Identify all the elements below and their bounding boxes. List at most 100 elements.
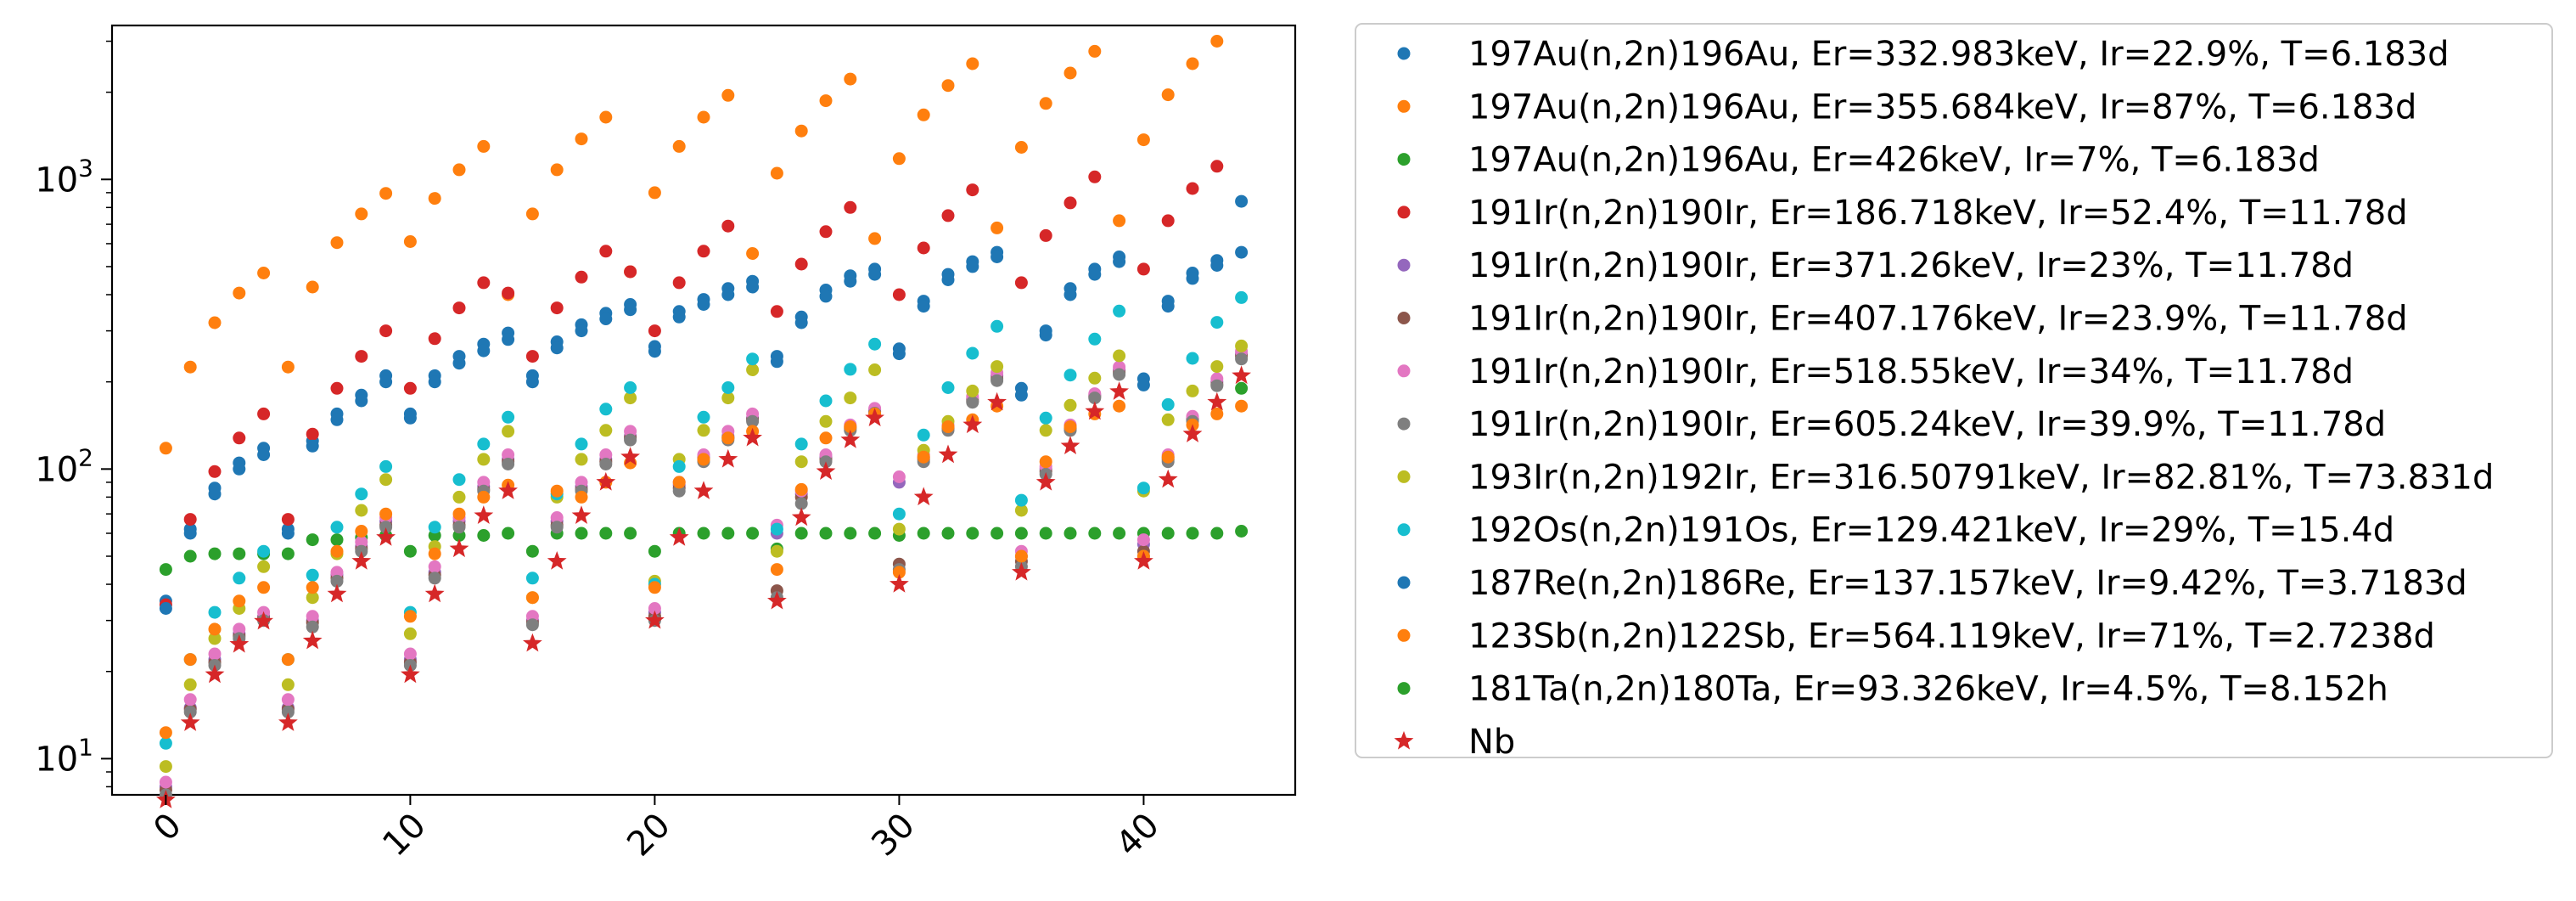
data-point xyxy=(233,572,246,585)
data-point xyxy=(892,288,906,301)
data-point xyxy=(1113,214,1126,228)
data-point xyxy=(571,505,592,524)
data-point xyxy=(281,705,295,718)
data-point xyxy=(379,375,393,389)
data-point xyxy=(1136,262,1150,276)
data-point xyxy=(403,647,417,661)
data-point xyxy=(257,407,271,420)
data-point xyxy=(306,568,319,582)
data-point xyxy=(746,280,760,294)
data-point xyxy=(306,620,319,634)
legend-label: 197Au(n,2n)196Au, Er=426keV, Ir=7%, T=6.… xyxy=(1468,141,2320,180)
data-point xyxy=(892,347,906,361)
data-point xyxy=(966,396,979,409)
data-point xyxy=(1186,352,1199,365)
data-point xyxy=(477,437,491,451)
data-point xyxy=(452,521,466,534)
data-point xyxy=(1186,384,1199,397)
data-point xyxy=(1039,411,1052,425)
legend-marker xyxy=(1397,312,1411,324)
data-point xyxy=(428,521,441,534)
data-point xyxy=(233,547,246,560)
data-point xyxy=(257,448,271,461)
data-point xyxy=(159,736,172,750)
data-point xyxy=(770,355,783,369)
data-point xyxy=(1207,391,1227,411)
data-point xyxy=(281,360,295,374)
data-point xyxy=(452,357,466,370)
data-point xyxy=(1235,290,1249,304)
data-point xyxy=(428,332,441,346)
data-point xyxy=(1014,276,1028,290)
data-point xyxy=(428,572,441,585)
data-point xyxy=(991,360,1004,374)
data-point xyxy=(183,360,197,374)
data-point xyxy=(721,381,735,394)
data-point xyxy=(452,490,466,504)
data-point xyxy=(991,251,1004,263)
data-point xyxy=(672,459,686,473)
data-point xyxy=(281,547,295,560)
data-point xyxy=(624,265,637,279)
data-point xyxy=(379,521,393,534)
legend-label: 197Au(n,2n)196Au, Er=332.983keV, Ir=22.9… xyxy=(1468,35,2450,74)
data-point xyxy=(697,527,710,540)
data-point xyxy=(525,350,539,363)
data-point xyxy=(819,527,833,540)
data-point xyxy=(502,458,515,470)
data-point xyxy=(1014,527,1028,540)
data-point xyxy=(1210,379,1224,392)
legend-entry: 191Ir(n,2n)190Ir, Er=371.26keV, Ir=23%, … xyxy=(1397,246,2354,285)
legend-entry: 193Ir(n,2n)192Ir, Er=316.50791keV, Ir=82… xyxy=(1397,458,2494,497)
data-point xyxy=(1113,368,1126,381)
data-point xyxy=(840,430,861,448)
data-point xyxy=(599,403,613,416)
data-point xyxy=(525,591,539,605)
data-point xyxy=(1136,378,1150,391)
data-point xyxy=(819,94,833,108)
data-point xyxy=(1039,455,1052,469)
data-point xyxy=(330,574,344,588)
series-12 xyxy=(1235,381,1249,395)
data-point xyxy=(1088,267,1102,281)
data-point xyxy=(306,610,319,623)
y-tick-label: 101 xyxy=(35,733,93,779)
data-point xyxy=(1113,255,1126,268)
data-point xyxy=(865,408,884,426)
data-point xyxy=(868,232,882,245)
data-point xyxy=(917,527,930,540)
data-point xyxy=(376,527,396,546)
data-point xyxy=(648,544,661,558)
data-point xyxy=(355,504,368,517)
data-point xyxy=(1161,88,1175,102)
data-point xyxy=(721,288,735,301)
data-point xyxy=(254,611,273,630)
data-point xyxy=(1186,272,1199,285)
data-point xyxy=(428,560,441,573)
data-point xyxy=(599,448,613,461)
data-point xyxy=(180,712,200,731)
data-point xyxy=(1064,369,1077,382)
data-point xyxy=(355,394,368,408)
x-tick-label: 20 xyxy=(620,806,678,864)
legend-label: Nb xyxy=(1468,723,1515,762)
data-point xyxy=(306,533,319,547)
data-point xyxy=(941,420,955,433)
data-point xyxy=(672,276,686,290)
data-point xyxy=(547,551,567,570)
data-point xyxy=(991,319,1004,333)
data-point xyxy=(1014,549,1028,563)
data-point xyxy=(355,207,368,221)
data-point xyxy=(794,124,808,138)
data-point xyxy=(819,290,833,303)
data-point xyxy=(844,420,857,433)
data-point xyxy=(525,572,539,585)
legend-entry: 123Sb(n,2n)122Sb, Er=564.119keV, Ir=71%,… xyxy=(1397,617,2435,656)
legend-label: 191Ir(n,2n)190Ir, Er=371.26keV, Ir=23%, … xyxy=(1468,246,2354,285)
data-point xyxy=(596,471,616,491)
data-point xyxy=(1064,527,1077,540)
data-point xyxy=(1039,527,1052,540)
data-point xyxy=(550,484,564,498)
data-point xyxy=(550,511,564,524)
data-point xyxy=(844,391,857,405)
